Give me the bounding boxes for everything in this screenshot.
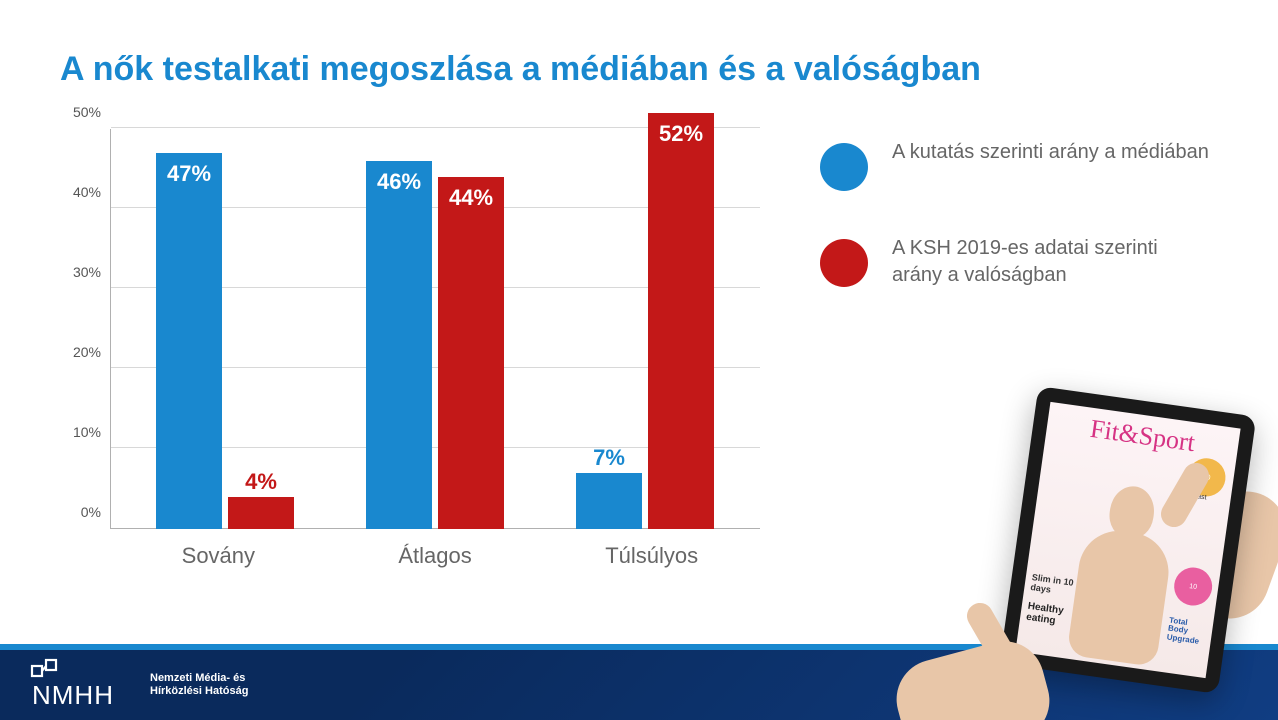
- svg-text:NMHH: NMHH: [32, 680, 114, 710]
- y-tick: 20%: [61, 344, 101, 360]
- bar: 52%: [648, 113, 714, 529]
- brand-line2: Hírközlési Hatóság: [150, 685, 248, 698]
- legend-label: A KSH 2019-es adatai szerinti arány a va…: [892, 235, 1212, 289]
- bar: 7%: [576, 473, 642, 529]
- legend-label: A kutatás szerinti arány a médiában: [892, 139, 1209, 166]
- bar-value: 46%: [366, 169, 432, 195]
- brand: NMHH Nemzeti Média- és Hírközlési Hatósá…: [30, 658, 248, 712]
- bar-group: 46%44%: [366, 161, 504, 529]
- slide-title: A nők testalkati megoszlása a médiában é…: [60, 50, 1218, 89]
- magazine-title: Fit&Sport: [1045, 408, 1239, 464]
- bar-chart: 0%10%20%30%40%50% 47%4%46%44%7%52% Sován…: [60, 129, 760, 569]
- legend-swatch: [820, 143, 868, 191]
- bar: 4%: [228, 497, 294, 529]
- legend-swatch: [820, 239, 868, 287]
- x-label: Túlsúlyos: [543, 543, 760, 569]
- y-tick: 50%: [61, 104, 101, 120]
- bar: 47%: [156, 153, 222, 529]
- x-label: Átlagos: [327, 543, 544, 569]
- bar-value: 44%: [438, 185, 504, 211]
- bar-value: 4%: [228, 469, 294, 495]
- bar: 44%: [438, 177, 504, 529]
- tablet-illustration: Fit&Sport 30 10 Get fit fast Slim in 10 …: [918, 440, 1268, 720]
- y-tick: 40%: [61, 184, 101, 200]
- bar-value: 47%: [156, 161, 222, 187]
- y-tick: 30%: [61, 264, 101, 280]
- bar-group: 47% 4%: [156, 153, 294, 529]
- bar: 46%: [366, 161, 432, 529]
- legend: A kutatás szerinti arány a médiában A KSH…: [820, 139, 1212, 333]
- bar-value: 52%: [648, 121, 714, 147]
- y-tick: 10%: [61, 424, 101, 440]
- legend-item: A KSH 2019-es adatai szerinti arány a va…: [820, 235, 1212, 289]
- brand-line1: Nemzeti Média- és: [150, 672, 248, 685]
- bar-group: 7% 52%: [576, 113, 714, 529]
- nmhh-logo-icon: NMHH: [30, 658, 140, 712]
- legend-item: A kutatás szerinti arány a médiában: [820, 139, 1212, 191]
- bar-value: 7%: [576, 445, 642, 471]
- y-tick: 0%: [61, 504, 101, 520]
- x-label: Sovány: [110, 543, 327, 569]
